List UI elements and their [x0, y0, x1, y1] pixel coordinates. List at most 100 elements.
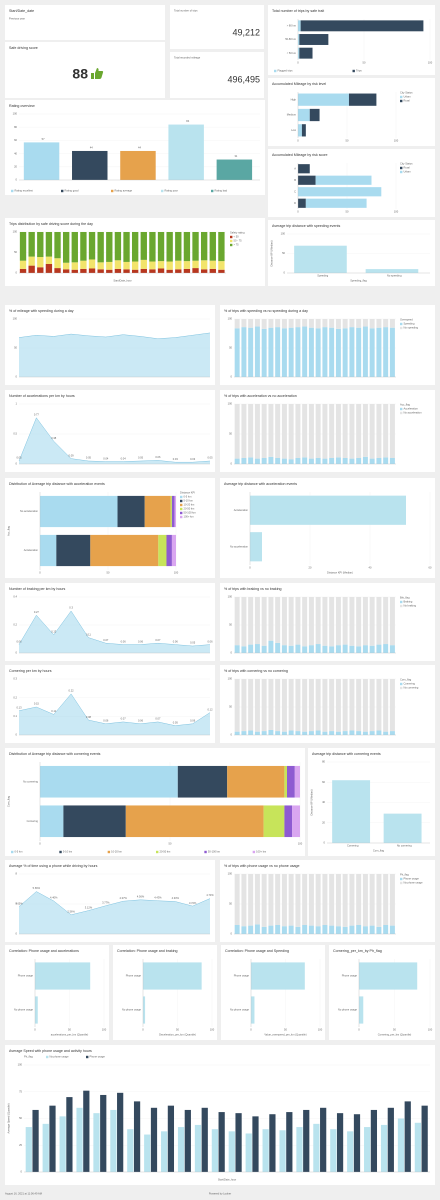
bar — [329, 679, 335, 732]
data-label: 0.07 — [155, 717, 161, 721]
y-tick-label: High — [291, 97, 297, 101]
chart-title: Number of braking per km by hours — [9, 587, 66, 591]
bar — [234, 404, 240, 459]
chart-title: Average Speed with phone usage and activ… — [9, 1049, 92, 1053]
score-value: 88 — [72, 66, 88, 82]
bar — [90, 534, 159, 567]
bar — [131, 261, 139, 270]
legend-label: Rating good — [65, 189, 80, 193]
bar — [275, 731, 281, 735]
y-tick-label: A — [294, 166, 296, 170]
y-tick-label: 100 — [13, 230, 18, 234]
data-label: 4.40% — [50, 896, 58, 900]
legend-label: No phone usage — [50, 1055, 70, 1059]
bar — [322, 319, 328, 328]
bar — [170, 495, 172, 528]
bar — [335, 319, 341, 329]
bar — [143, 962, 202, 990]
y-tick-label: 0 — [231, 733, 233, 737]
bar — [254, 597, 260, 645]
bar — [19, 268, 27, 273]
y-tick-label: Cornering — [27, 819, 39, 823]
bar — [106, 261, 113, 270]
legend-swatch — [400, 411, 403, 415]
y-tick-label: 100 — [13, 317, 18, 321]
bar — [281, 645, 287, 653]
bar — [303, 1109, 310, 1172]
bar — [117, 1092, 124, 1172]
bar — [192, 260, 199, 269]
bar — [298, 198, 306, 208]
legend-label: Rating excellent — [15, 189, 34, 193]
area — [19, 693, 210, 735]
bar — [88, 268, 96, 273]
bar — [281, 319, 287, 329]
chart-title: Distribution of Average trip distance wi… — [9, 482, 105, 486]
legend-swatch — [46, 1055, 49, 1059]
bar — [72, 150, 108, 180]
bar — [302, 679, 308, 732]
bar — [166, 232, 173, 262]
bar — [261, 328, 267, 377]
bar — [348, 93, 377, 106]
bar — [241, 874, 247, 927]
chart-title: Total number of trips by safe trait — [272, 9, 324, 13]
bar — [234, 925, 240, 934]
bar — [28, 256, 35, 266]
legend-label: Phone usage — [404, 877, 420, 881]
bar — [275, 597, 281, 643]
y-tick-label: No phone usage — [14, 1008, 34, 1012]
legend-label: Rating poor — [165, 189, 179, 193]
bar — [356, 679, 362, 732]
bar — [294, 245, 347, 273]
bar — [241, 679, 247, 732]
bar — [322, 597, 328, 646]
x-tick-label: 50 — [107, 571, 110, 575]
data-label: 0.03 — [190, 457, 196, 461]
bar — [281, 458, 287, 464]
y-tick-label: 0 — [324, 841, 326, 845]
y-tick-label: 0 — [16, 178, 18, 182]
data-label: 0.13 — [16, 705, 22, 709]
bar — [295, 644, 301, 653]
y-tick-label: 80 — [14, 125, 17, 129]
legend-swatch — [161, 189, 164, 193]
bar — [241, 404, 247, 458]
bar — [322, 458, 328, 464]
legend-label: No phone usage — [404, 881, 424, 885]
bar — [315, 874, 321, 927]
bar — [369, 679, 375, 732]
data-label: 2.56% — [67, 909, 75, 913]
bar — [171, 534, 176, 567]
x-axis-label: Speeding_flag — [350, 279, 367, 283]
y-tick-label: 50 — [19, 1116, 22, 1120]
bar — [383, 874, 389, 925]
data-label: 0.05 — [16, 456, 22, 460]
bar — [389, 679, 395, 732]
bar — [299, 34, 329, 45]
bar — [295, 327, 301, 377]
bar — [37, 232, 44, 258]
bar — [177, 1127, 185, 1172]
legend-swatch — [11, 189, 14, 193]
chart-title: % of trips with phone usage vs no phone … — [224, 864, 300, 868]
x-tick-label: Cornering — [347, 844, 359, 848]
bar — [123, 261, 130, 270]
bar — [143, 996, 146, 1024]
area — [19, 332, 210, 377]
bar — [349, 597, 355, 646]
y-tick-label: 50-80 km — [285, 37, 296, 41]
bar — [123, 232, 130, 262]
score-title: Safe driving score — [9, 46, 38, 50]
bar — [183, 232, 191, 262]
thumbs-up-icon — [91, 68, 104, 79]
bar — [389, 458, 395, 464]
bar — [298, 47, 300, 59]
bar — [349, 874, 355, 926]
bar — [254, 458, 260, 464]
x-tick-label: 100 — [428, 61, 433, 65]
legend-label: No braking — [404, 604, 417, 608]
bar — [144, 495, 171, 528]
bar — [300, 20, 424, 32]
bar — [383, 457, 389, 464]
